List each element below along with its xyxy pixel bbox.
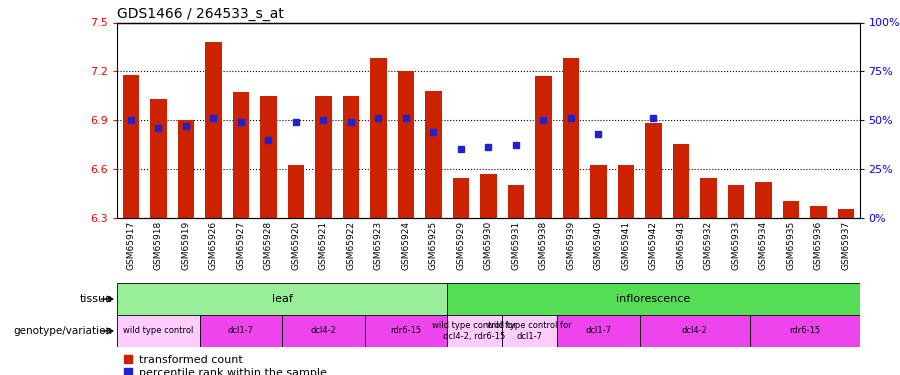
Text: GSM65926: GSM65926 [209,221,218,270]
Bar [727,185,744,218]
Text: GSM65943: GSM65943 [676,221,685,270]
Bar [453,178,469,218]
Text: GSM65919: GSM65919 [181,221,190,270]
Bar [364,315,447,347]
Text: GSM65921: GSM65921 [319,221,328,270]
Text: genotype/variation: genotype/variation [14,326,112,336]
Text: dcl1-7: dcl1-7 [585,326,611,335]
Text: GSM65942: GSM65942 [649,221,658,270]
Bar [343,96,359,218]
Bar [425,91,442,218]
Legend: transformed count, percentile rank within the sample: transformed count, percentile rank withi… [122,354,327,375]
Text: GSM65925: GSM65925 [428,221,437,270]
Text: GSM65940: GSM65940 [594,221,603,270]
Bar [810,206,826,218]
Text: tissue: tissue [79,294,112,304]
Bar [447,315,502,347]
Text: dcl4-2: dcl4-2 [681,326,707,335]
Text: dcl1-7: dcl1-7 [228,326,254,335]
Text: rdr6-15: rdr6-15 [391,326,421,335]
Text: GSM65929: GSM65929 [456,221,465,270]
Text: GSM65927: GSM65927 [236,221,245,270]
Bar [640,315,750,347]
Text: GSM65923: GSM65923 [374,221,382,270]
Bar [117,315,200,347]
Bar [838,209,854,218]
Text: inflorescence: inflorescence [616,294,690,304]
Bar [508,185,524,218]
Text: GSM65938: GSM65938 [539,221,548,270]
Text: GSM65935: GSM65935 [787,221,796,270]
Bar [205,42,221,218]
Bar [782,201,799,217]
Text: GSM65937: GSM65937 [842,221,850,270]
Bar [398,71,414,217]
Bar [122,75,139,217]
Bar [232,92,249,218]
Bar [562,58,579,217]
Bar [282,315,364,347]
Bar [557,315,640,347]
Bar [750,315,859,347]
Bar [645,123,662,218]
Bar [447,283,860,315]
Text: GSM65928: GSM65928 [264,221,273,270]
Bar [502,315,557,347]
Bar [370,58,386,217]
Text: GSM65931: GSM65931 [511,221,520,270]
Bar [150,99,166,218]
Bar [200,315,282,347]
Bar [672,144,689,218]
Text: GDS1466 / 264533_s_at: GDS1466 / 264533_s_at [117,8,284,21]
Bar [590,165,607,218]
Text: GSM65917: GSM65917 [126,221,135,270]
Text: leaf: leaf [272,294,292,304]
Text: rdr6-15: rdr6-15 [789,326,820,335]
Text: wild type control for
dcl4-2, rdr6-15: wild type control for dcl4-2, rdr6-15 [432,321,517,340]
Text: GSM65941: GSM65941 [621,221,630,270]
Bar [177,120,194,218]
Text: GSM65936: GSM65936 [814,221,823,270]
Text: wild type control for
dcl1-7: wild type control for dcl1-7 [487,321,572,340]
Text: GSM65934: GSM65934 [759,221,768,270]
Bar [617,165,634,218]
Text: GSM65933: GSM65933 [731,221,740,270]
Text: dcl4-2: dcl4-2 [310,326,337,335]
Text: GSM65924: GSM65924 [401,221,410,270]
Bar [260,96,276,218]
Text: GSM65922: GSM65922 [346,221,356,270]
Bar [755,182,771,218]
Bar [480,174,497,217]
Text: GSM65920: GSM65920 [292,221,301,270]
Text: GSM65918: GSM65918 [154,221,163,270]
Text: GSM65932: GSM65932 [704,221,713,270]
Text: GSM65930: GSM65930 [484,221,493,270]
Bar [117,283,447,315]
Bar [315,96,331,218]
Bar [535,76,552,217]
Text: GSM65939: GSM65939 [566,221,575,270]
Bar [287,165,304,218]
Bar [700,178,716,218]
Text: wild type control: wild type control [123,326,194,335]
